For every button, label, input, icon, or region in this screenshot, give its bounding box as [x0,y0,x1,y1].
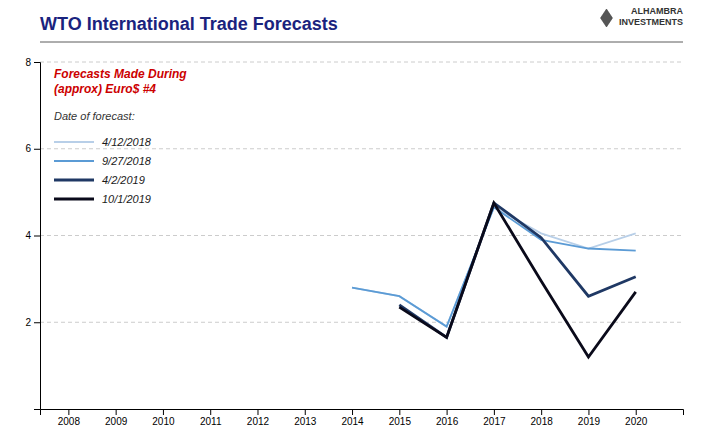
x-axis-line [41,410,684,416]
grid-line [40,235,683,236]
x-tick-label: 2009 [105,416,128,427]
series-line [352,207,636,326]
title-rule [40,42,683,43]
y-tick: 4 [25,230,40,241]
x-tick-mark [399,409,400,415]
x-tick-label: 2011 [200,416,222,427]
y-tick-mark [34,236,40,237]
y-tick-mark [34,322,40,323]
legend-label: 4/2/2019 [102,174,145,186]
x-tick-label: 2008 [58,416,81,427]
y-tick: 6 [25,143,40,154]
x-tick-mark [68,409,69,415]
x-tick-label: 2010 [152,416,175,427]
annotation: Forecasts Made During(approx) Euro$ #4 [54,67,187,96]
logo-text: ALHAMBRAINVESTMENTS [619,6,684,27]
x-tick: 2020 [625,409,648,427]
x-tick-mark [352,409,353,415]
series-group [352,203,636,357]
x-tick-mark [257,409,258,415]
x-tick: 2010 [152,409,175,427]
y-axis-line [34,63,41,410]
x-tick-mark [447,409,448,415]
y-axis: 2 4 6 8 [25,57,40,410]
y-tick-label: 4 [25,230,31,241]
y-tick: 2 [25,317,40,328]
series-line [352,207,636,326]
grid-line [40,148,683,149]
series-line [399,203,635,337]
x-tick-label: 2020 [625,416,648,427]
x-tick-label: 2012 [247,416,270,427]
series-line [399,203,635,357]
legend-swatch [54,179,94,182]
x-tick-mark [541,409,542,415]
x-tick: 2017 [483,409,506,427]
x-tick-label: 2018 [531,416,554,427]
x-tick-mark [636,409,637,415]
x-tick-label: 2019 [578,416,601,427]
x-tick: 2019 [578,409,601,427]
x-tick: 2009 [105,409,128,427]
x-tick-label: 2016 [436,416,459,427]
x-tick: 2008 [58,409,81,427]
plot: 2008 2009 2010 2011 2012 2013 2014 2015 2016 2017… [25,57,683,427]
x-tick: 2014 [341,409,364,427]
x-tick-mark [588,409,589,415]
legend-item: 10/1/2019 [54,193,151,205]
x-tick-label: 2013 [294,416,317,427]
x-tick-mark [163,409,164,415]
y-tick-label: 6 [25,143,31,154]
x-tick-mark [305,409,306,415]
title: WTO International Trade Forecasts [40,14,338,34]
y-tick-mark [34,62,40,63]
legend: 4/12/2018 9/27/2018 4/2/2019 10/1/2019 [54,136,152,205]
y-tick-mark [34,149,40,150]
grid-line [40,62,683,63]
x-tick-label: 2015 [389,416,412,427]
x-tick-label: 2017 [483,416,506,427]
chart: WTO International Trade Forecasts ALHAMBR… [0,0,705,441]
legend-swatch [54,160,94,162]
legend-label: 4/12/2018 [102,136,152,148]
x-tick: 2015 [389,409,412,427]
x-tick: 2016 [436,409,459,427]
y-tick-label: 2 [25,317,31,328]
x-tick-mark [116,409,117,415]
x-tick-mark [210,409,211,415]
x-tick: 2011 [200,409,222,427]
y-tick: 8 [25,57,40,68]
legend-item: 9/27/2018 [54,155,152,167]
legend-swatch [54,198,94,201]
x-tick-label: 2014 [341,416,364,427]
legend-label: 9/27/2018 [102,155,152,167]
y-tick-label: 8 [25,57,31,68]
x-tick-mark [494,409,495,415]
logo-mark [600,9,612,27]
grid-line [40,322,683,323]
legend-item: 4/12/2018 [54,136,152,148]
x-tick: 2013 [294,409,317,427]
grid [40,62,683,322]
legend-label: 10/1/2019 [102,193,151,205]
x-axis: 2008 2009 2010 2011 2012 2013 2014 2015 2016 2017… [41,409,684,427]
legend-swatch [54,141,94,143]
annotation: Date of forecast: [54,110,135,122]
x-tick: 2012 [247,409,270,427]
x-tick: 2018 [531,409,554,427]
legend-item: 4/2/2019 [54,174,145,186]
